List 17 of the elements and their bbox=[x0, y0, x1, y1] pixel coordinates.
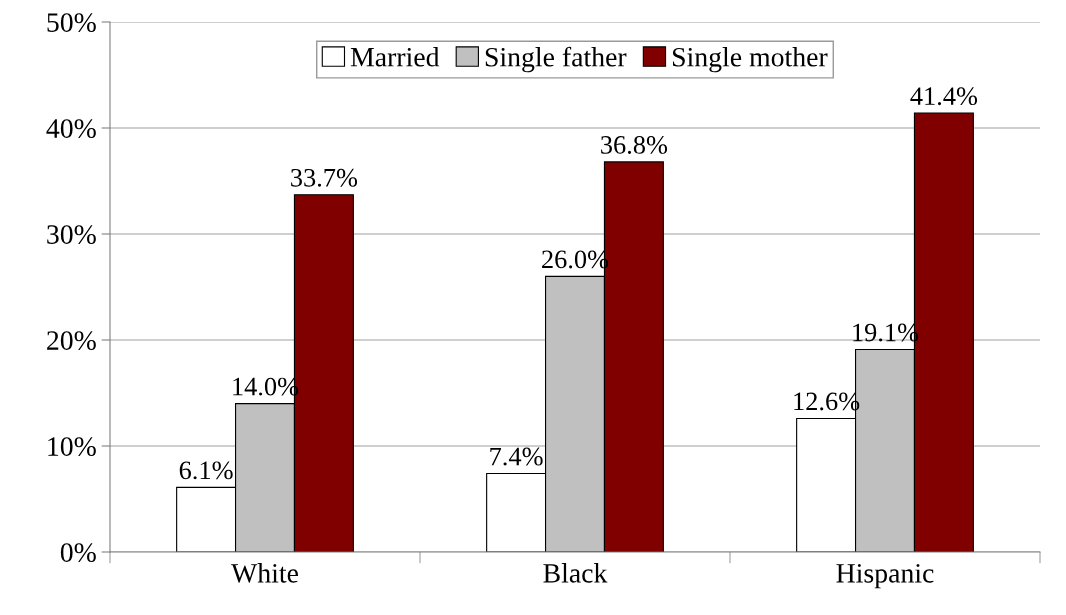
y-tick-label: 0% bbox=[60, 543, 96, 562]
y-tick-label: 40% bbox=[46, 119, 96, 138]
x-tick-label: White bbox=[231, 563, 298, 583]
x-tick-label: Black bbox=[543, 563, 608, 583]
legend-label: Married bbox=[350, 47, 440, 67]
x-tick-label: Hispanic bbox=[836, 563, 934, 589]
data-label: 6.1% bbox=[179, 461, 233, 480]
data-label: 36.8% bbox=[601, 135, 668, 154]
y-tick-label: 20% bbox=[47, 331, 96, 350]
data-label: 7.4% bbox=[490, 447, 543, 466]
y-tick-label: 50% bbox=[47, 13, 96, 32]
y-tick-label: 10% bbox=[48, 437, 96, 456]
data-label: 33.7% bbox=[291, 168, 358, 187]
legend-label: Single mother bbox=[672, 47, 828, 73]
data-label: 41.4% bbox=[910, 87, 978, 106]
legend-label: Single father bbox=[485, 46, 627, 73]
y-tick-label: 30% bbox=[47, 225, 96, 244]
